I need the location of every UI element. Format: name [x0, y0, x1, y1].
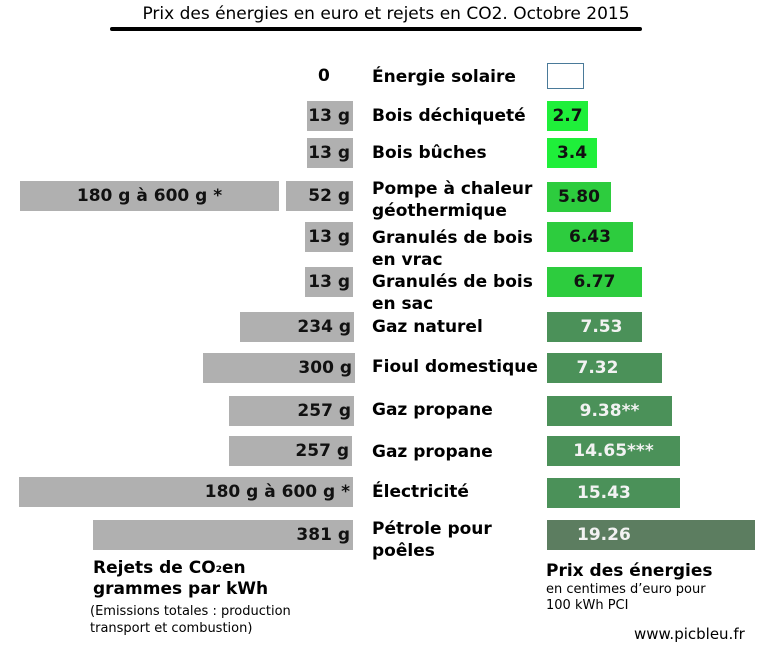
energy-label-gaz-naturel: Gaz naturel: [372, 317, 483, 337]
price-bar-gaz-propane-2: 14.65***: [547, 436, 680, 466]
energy-label-petrole-line1: Pétrole pour: [372, 519, 492, 539]
price-bar-gaz-naturel: 7.53: [547, 312, 642, 342]
co2-axis-subtitle: (Emissions totales : production transpor…: [90, 603, 291, 637]
price-bar-bois-dechiquete: 2.7: [547, 101, 588, 131]
co2-bar-petrole: 381 g: [93, 520, 353, 550]
energy-label-bois-buches: Bois bûches: [372, 143, 487, 163]
energy-label-fioul: Fioul domestique: [372, 357, 538, 377]
price-axis-title: Prix des énergies: [546, 561, 713, 581]
co2-bar-gaz-naturel: 234 g: [240, 312, 354, 342]
price-bar-bois-buches: 3.4: [547, 138, 597, 168]
price-bar-petrole: 19.26: [547, 520, 755, 550]
co2-axis-title-line2: grammes par kWh: [93, 579, 269, 599]
co2-axis-title-a: Rejets de CO: [93, 558, 216, 578]
chart-title: Prix des énergies en euro et rejets en C…: [142, 4, 630, 24]
co2-axis-subtitle-line2: transport et combustion): [90, 621, 253, 636]
co2-bar-gaz-propane-2: 257 g: [229, 436, 352, 466]
price-axis-subtitle-line1: en centimes d’euro pour: [546, 582, 706, 597]
co2-axis-title-b: en: [221, 558, 246, 578]
energy-label-granules-sac-line1: Granulés de bois: [372, 272, 533, 292]
co2-bar-bois-buches: 13 g: [307, 138, 353, 168]
price-bar-gaz-propane-1: 9.38**: [547, 396, 672, 426]
co2-bar-bois-dechiquete: 13 g: [307, 101, 353, 131]
co2-value-solar: 0: [318, 66, 330, 86]
energy-label-gaz-propane-1: Gaz propane: [372, 400, 493, 420]
energy-label-gaz-propane-2: Gaz propane: [372, 442, 493, 462]
energy-label-pompe-line1: Pompe à chaleur: [372, 179, 533, 199]
co2-bar-granules-vrac: 13 g: [305, 222, 353, 252]
energy-label-granules-vrac-line2: en vrac: [372, 250, 443, 270]
co2-bar-gaz-propane-1: 257 g: [229, 396, 354, 426]
energy-label-pompe-line2: géothermique: [372, 201, 507, 221]
energy-label-petrole: Pétrole pour poêles: [372, 518, 492, 562]
price-bar-granules-vrac: 6.43: [547, 222, 633, 252]
co2-bar-pompe: 52 g: [286, 181, 353, 211]
energy-label-solar: Énergie solaire: [372, 67, 516, 87]
source-site: www.picbleu.fr: [634, 625, 745, 643]
energy-label-pompe: Pompe à chaleur géothermique: [372, 178, 532, 222]
title-underline: [110, 27, 642, 31]
price-bar-solar: [547, 63, 584, 89]
co2-axis-subtitle-line1: (Emissions totales : production: [90, 604, 291, 619]
energy-label-granules-sac-line2: en sac: [372, 294, 434, 314]
energy-label-bois-dechiquete: Bois déchiqueté: [372, 106, 526, 126]
energy-label-petrole-line2: poêles: [372, 541, 435, 561]
energy-label-electricite: Électricité: [372, 482, 469, 502]
co2-extra-bar-pompe: 180 g à 600 g *: [20, 181, 279, 211]
energy-label-granules-vrac-line1: Granulés de bois: [372, 228, 533, 248]
co2-axis-title-sup: 2: [215, 565, 222, 575]
price-bar-electricite: 15.43: [547, 478, 680, 508]
co2-bar-fioul: 300 g: [203, 353, 355, 383]
price-bar-pompe: 5.80: [547, 182, 611, 212]
energy-label-granules-sac: Granulés de bois en sac: [372, 271, 533, 315]
co2-bar-granules-sac: 13 g: [305, 267, 353, 297]
price-bar-fioul: 7.32: [547, 353, 662, 383]
energy-label-granules-vrac: Granulés de bois en vrac: [372, 227, 533, 271]
co2-axis-title: Rejets de CO2en grammes par kWh: [93, 558, 268, 600]
price-axis-subtitle: en centimes d’euro pour 100 kWh PCI: [546, 582, 706, 614]
price-axis-subtitle-line2: 100 kWh PCI: [546, 598, 629, 613]
price-bar-granules-sac: 6.77: [547, 267, 642, 297]
co2-bar-electricite: 180 g à 600 g *: [19, 477, 353, 507]
